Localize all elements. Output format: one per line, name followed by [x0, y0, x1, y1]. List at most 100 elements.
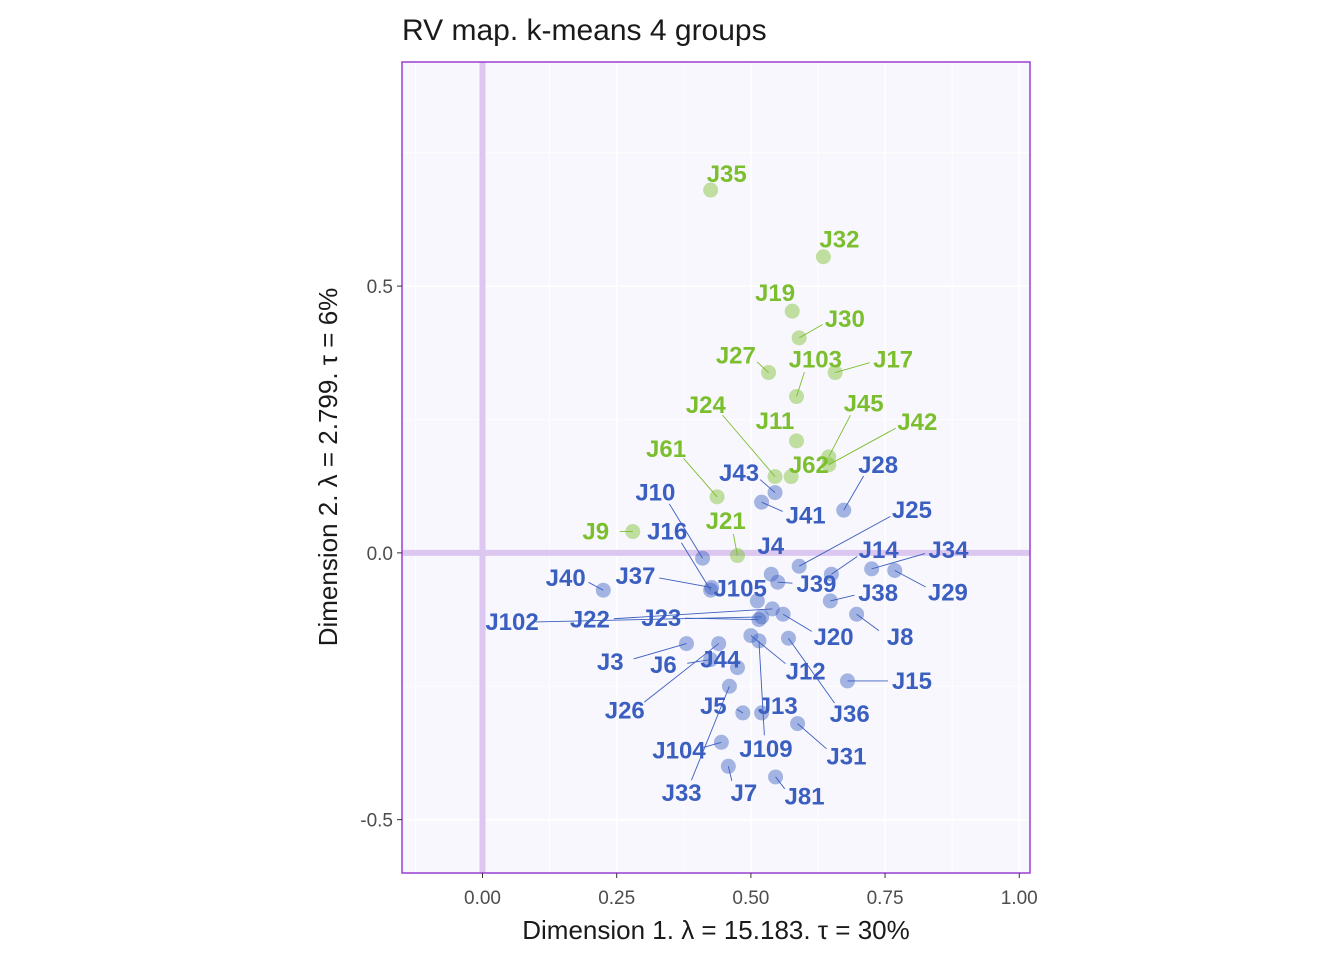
- leader-line-j31: [797, 723, 827, 750]
- leader-line-j109: [758, 640, 765, 736]
- label-j5: J5: [700, 693, 727, 720]
- leader-line-j14: [831, 556, 858, 575]
- leader-line-j41: [761, 501, 783, 512]
- point-j29: [887, 562, 903, 578]
- point-j13: [754, 705, 770, 721]
- leader-line-j37: [659, 577, 712, 588]
- x-tick-label-2: 0.50: [732, 888, 769, 909]
- point-j43: [767, 485, 783, 501]
- point-j27: [761, 365, 777, 381]
- leader-line-j34: [871, 553, 926, 570]
- leader-line-j3: [633, 643, 687, 660]
- point-j23: [751, 612, 767, 628]
- leader-line-j26: [644, 643, 719, 703]
- point-j10: [695, 550, 711, 566]
- label-leader-lines: [536, 324, 926, 790]
- point-j9: [625, 524, 641, 540]
- x-tick-label-0: 0.00: [464, 888, 501, 909]
- y-axis-title: Dimension 2. λ = 2.799. τ = 6%: [313, 288, 343, 647]
- point-j8: [849, 606, 865, 622]
- leader-line-j23: [685, 617, 759, 621]
- x-tick-label-4: 1.00: [1001, 888, 1038, 909]
- label-j20: J20: [814, 624, 854, 651]
- label-j31: J31: [826, 744, 866, 771]
- point-j16: [703, 582, 719, 598]
- point-j3: [678, 636, 694, 652]
- point-j41: [754, 494, 770, 510]
- leader-line-j42: [828, 427, 896, 466]
- point-j12: [743, 628, 759, 644]
- label-j109: J109: [739, 736, 792, 763]
- point-j25: [791, 558, 807, 574]
- label-j40: J40: [546, 565, 586, 592]
- point-j44: [729, 660, 745, 676]
- label-j24: J24: [686, 392, 727, 419]
- label-j104: J104: [652, 737, 706, 764]
- point-j5: [735, 705, 751, 721]
- label-j34: J34: [928, 537, 969, 564]
- label-j42: J42: [897, 409, 937, 436]
- point-j61: [709, 489, 725, 505]
- y-tick-label-0: -0.5: [360, 811, 393, 832]
- label-j102: J102: [485, 609, 538, 636]
- label-j19: J19: [755, 280, 795, 307]
- leader-line-j29: [894, 570, 926, 588]
- leader-line-j27: [756, 361, 769, 373]
- point-j7: [720, 758, 736, 774]
- plot-border: [401, 61, 1031, 874]
- label-j17: J17: [873, 347, 913, 374]
- y-tick-label-2: 0.5: [367, 277, 393, 298]
- label-j14: J14: [859, 537, 900, 564]
- label-j61: J61: [646, 436, 686, 463]
- leader-line-j7: [727, 766, 733, 781]
- plot-panel: [402, 62, 1030, 873]
- point-j37: [704, 580, 720, 596]
- label-j9: J9: [582, 519, 609, 546]
- point-j15: [840, 673, 856, 689]
- point-j39: [770, 574, 786, 590]
- point-j33: [721, 678, 737, 694]
- data-points: [595, 182, 903, 785]
- point-j30: [791, 330, 807, 346]
- point-j32: [815, 249, 831, 265]
- point-j20: [775, 606, 791, 622]
- leader-line-j102: [536, 616, 762, 623]
- point-j42: [821, 457, 837, 473]
- leader-line-j81: [775, 776, 786, 790]
- grid-lines: [402, 62, 1030, 873]
- leader-line-j24: [722, 414, 776, 477]
- point-j36: [780, 630, 796, 646]
- leader-line-j22: [613, 608, 773, 620]
- label-j27: J27: [716, 342, 756, 369]
- point-j45: [821, 449, 837, 465]
- label-j41: J41: [786, 503, 826, 530]
- point-j62: [783, 469, 799, 485]
- leader-line-j16: [681, 542, 712, 591]
- leader-line-j36: [788, 637, 835, 704]
- label-j33: J33: [662, 780, 702, 807]
- x-tick-label-1: 0.25: [598, 888, 635, 909]
- label-j45: J45: [844, 390, 884, 417]
- label-j28: J28: [858, 452, 898, 479]
- point-j4: [763, 566, 779, 582]
- leader-line-j45: [828, 414, 851, 458]
- label-j36: J36: [830, 701, 870, 728]
- x-tick-label-3: 0.75: [867, 888, 904, 909]
- label-j43: J43: [719, 460, 759, 487]
- label-j15: J15: [892, 668, 932, 695]
- chart-title: RV map. k-means 4 groups: [402, 14, 767, 47]
- point-j103: [789, 389, 805, 405]
- label-j39: J39: [796, 571, 836, 598]
- x-axis-title: Dimension 1. λ = 15.183. τ = 30%: [522, 915, 910, 945]
- point-j24: [767, 469, 783, 485]
- point-j104: [713, 734, 729, 750]
- point-labels: J35 J32 J19 J30 J27 J103 J17 J24 J11 J45 J42 J62 J61…: [485, 161, 969, 811]
- point-j38: [822, 593, 838, 609]
- reference-lines: [402, 62, 1030, 873]
- leader-line-j20: [782, 613, 812, 632]
- leader-line-j17: [835, 362, 870, 373]
- label-j105: J105: [713, 576, 766, 603]
- label-j35: J35: [707, 161, 747, 188]
- point-j11: [789, 433, 805, 449]
